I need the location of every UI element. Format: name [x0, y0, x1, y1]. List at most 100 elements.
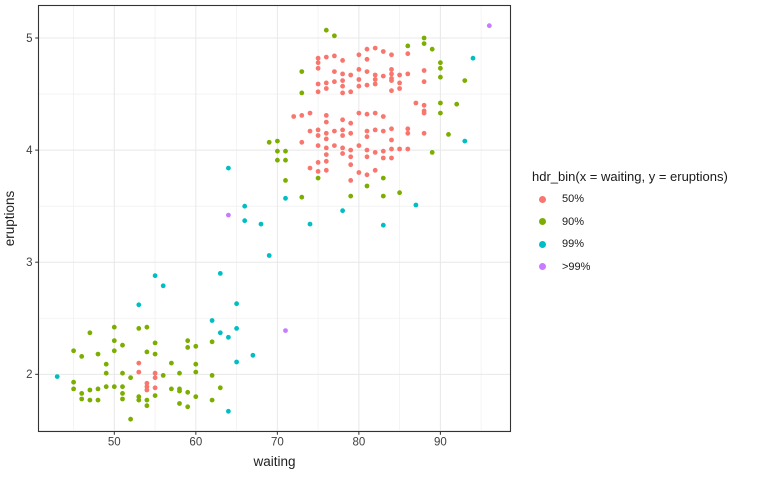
data-point: [226, 165, 231, 171]
data-point: [421, 68, 427, 73]
x-axis-title: waiting: [252, 454, 295, 469]
data-point: [71, 379, 76, 385]
data-point: [87, 397, 93, 403]
data-point: [299, 139, 305, 145]
data-point: [413, 202, 419, 208]
data-point: [283, 195, 288, 201]
data-point: [421, 35, 427, 41]
data-point: [470, 55, 476, 61]
data-point: [454, 101, 460, 107]
data-point: [323, 136, 329, 142]
data-point: [144, 324, 150, 330]
data-point: [299, 90, 305, 96]
data-point: [144, 387, 150, 393]
data-point: [103, 361, 109, 367]
data-point: [120, 342, 125, 348]
data-point: [340, 71, 345, 77]
data-point: [323, 86, 329, 91]
data-point: [348, 89, 354, 95]
x-tick-label: 50: [108, 437, 121, 449]
data-point: [315, 89, 321, 95]
legend: hdr_bin(x = waiting, y = eruptions) 50% …: [520, 169, 728, 278]
data-point: [323, 113, 329, 118]
data-point: [389, 71, 394, 77]
data-point: [438, 65, 443, 71]
data-point: [299, 194, 305, 200]
data-point: [193, 394, 199, 400]
data-point: [54, 374, 60, 379]
data-point: [356, 170, 362, 175]
data-point: [152, 273, 158, 279]
data-point: [185, 404, 191, 410]
data-point: [87, 330, 93, 336]
data-point: [315, 133, 321, 138]
data-point: [185, 338, 191, 344]
data-point: [217, 271, 223, 276]
data-point: [71, 348, 76, 354]
data-point: [462, 78, 468, 83]
data-point: [120, 370, 125, 376]
data-point: [315, 160, 321, 165]
data-point: [380, 222, 386, 228]
data-point: [340, 83, 345, 89]
legend-item-99: 99%: [520, 233, 728, 256]
data-point: [193, 343, 199, 349]
data-point: [356, 83, 362, 89]
data-point: [397, 80, 402, 86]
data-point: [160, 373, 166, 378]
data-point: [429, 150, 435, 155]
data-point: [438, 100, 443, 106]
data-point: [177, 386, 182, 392]
data-point: [111, 324, 117, 330]
data-point: [323, 167, 329, 173]
data-point: [136, 369, 142, 375]
data-point: [185, 345, 191, 350]
data-point: [372, 72, 378, 78]
data-point: [136, 326, 142, 331]
data-point: [315, 65, 321, 71]
data-point: [323, 152, 329, 158]
data-point: [364, 82, 370, 88]
data-point: [356, 67, 362, 72]
data-point: [217, 330, 223, 336]
data-point: [323, 158, 329, 164]
data-point: [120, 396, 125, 402]
data-point: [380, 148, 386, 154]
data-point: [438, 110, 443, 116]
data-point: [79, 391, 85, 396]
data-point: [364, 46, 370, 52]
data-point: [340, 127, 345, 133]
data-point: [372, 127, 378, 133]
legend-item-label: >99%: [562, 260, 591, 273]
data-point: [234, 359, 240, 365]
data-point: [128, 375, 134, 381]
data-point: [340, 208, 345, 214]
legend-item-90: 90%: [520, 211, 728, 234]
data-point: [421, 130, 427, 136]
data-point: [234, 326, 240, 331]
data-point: [348, 178, 354, 183]
data-point: [421, 41, 427, 46]
data-point: [275, 157, 280, 163]
data-point: [397, 190, 402, 196]
data-point: [136, 302, 142, 308]
data-point: [438, 60, 443, 66]
data-point: [332, 33, 337, 39]
x-tick-label: 60: [189, 437, 202, 449]
y-axis-title: eruptions: [2, 190, 17, 246]
data-point: [79, 354, 85, 359]
legend-item-label: 50%: [562, 193, 585, 206]
legend-item-50: 50%: [520, 188, 728, 211]
data-point: [372, 110, 378, 116]
data-point: [136, 360, 142, 366]
data-point: [356, 77, 362, 82]
data-point: [389, 155, 394, 161]
data-point: [250, 352, 256, 358]
data-point: [389, 126, 394, 132]
data-point: [307, 165, 313, 171]
data-point: [315, 169, 321, 174]
data-point: [372, 81, 378, 87]
data-point: [348, 162, 354, 168]
data-point: [95, 397, 101, 403]
data-point: [340, 133, 345, 138]
